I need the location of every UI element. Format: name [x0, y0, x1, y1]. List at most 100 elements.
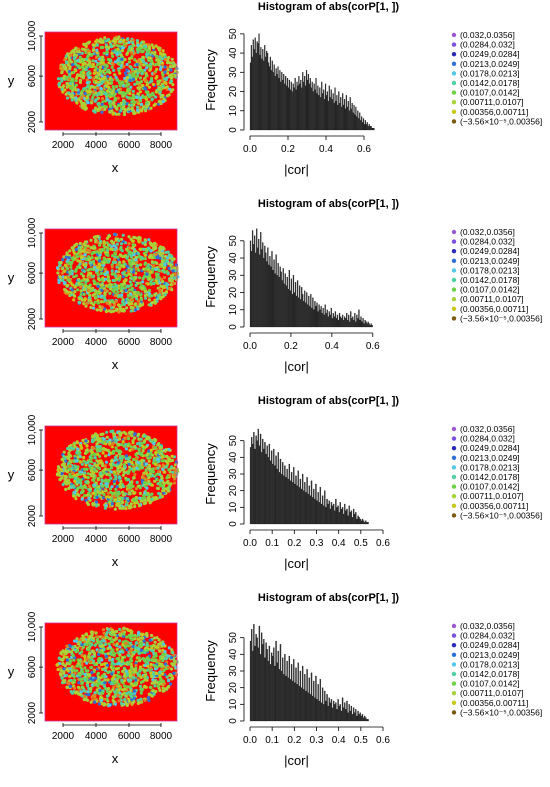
hist-bar: [333, 93, 334, 130]
map-spot: [119, 450, 122, 453]
legend-swatch: [452, 456, 456, 460]
hist-bar: [266, 51, 267, 130]
hist-bar: [341, 318, 342, 327]
map-spot: [95, 642, 98, 645]
map-spot: [132, 271, 135, 274]
map-spot: [165, 460, 168, 463]
map-spot: [67, 682, 70, 685]
map-spot: [121, 300, 124, 303]
map-spot: [120, 294, 123, 297]
x-tick-label: 0.3: [310, 538, 324, 549]
map-spot: [124, 461, 127, 464]
map-spot: [93, 663, 96, 666]
map-spot: [103, 648, 106, 651]
map-spot: [106, 678, 109, 681]
hist-bar: [362, 519, 363, 524]
map-spot: [168, 267, 171, 270]
y-axis-title: y: [8, 270, 15, 285]
map-spot: [98, 460, 101, 463]
hist-bar: [353, 509, 354, 524]
map-spot: [87, 638, 90, 641]
map-spot: [160, 263, 163, 266]
map-spot: [138, 652, 141, 655]
legend-swatch: [452, 436, 456, 440]
hist-bar: [310, 294, 311, 327]
legend-label: (−3.56×10⁻⁵,0.00356]: [460, 313, 542, 323]
map-spot: [73, 490, 76, 493]
map-spot: [87, 255, 90, 258]
map-spot: [132, 476, 135, 479]
map-spot: [118, 639, 121, 642]
map-spot: [106, 647, 109, 650]
map-spot: [60, 70, 63, 73]
map-spot: [114, 475, 117, 478]
map-spot: [141, 256, 144, 259]
map-spot: [118, 645, 121, 648]
map-spot: [133, 689, 136, 692]
hist-bar: [284, 284, 285, 327]
map-spot: [132, 95, 135, 98]
map-spot: [150, 449, 153, 452]
map-spot: [144, 238, 147, 241]
map-spot: [125, 642, 128, 645]
map-spot: [122, 468, 125, 471]
map-spot: [165, 481, 168, 484]
hist-bar: [298, 86, 299, 130]
map-spot: [153, 104, 156, 107]
map-spot: [136, 109, 139, 112]
x-axis-title: |cor|: [284, 556, 309, 571]
map-spot: [80, 686, 83, 689]
y-tick-label: 40: [228, 47, 239, 59]
map-spot: [115, 237, 118, 240]
map-spot: [71, 63, 74, 66]
map-spot: [154, 268, 157, 271]
map-spot: [95, 459, 98, 462]
map-spot: [107, 628, 110, 631]
map-spot: [113, 470, 116, 473]
map-spot: [104, 448, 107, 451]
map-spot: [103, 468, 106, 471]
map-spot: [163, 71, 166, 74]
map-spot: [158, 269, 161, 272]
map-spot: [172, 282, 175, 285]
map-spot: [110, 459, 113, 462]
map-spot: [104, 675, 107, 678]
hist-bar: [326, 95, 327, 130]
map-spot: [89, 466, 92, 469]
map-spot: [92, 86, 95, 89]
map-spot: [134, 302, 137, 305]
map-spot: [158, 257, 161, 260]
map-spot: [164, 58, 167, 61]
hist-bar: [317, 93, 318, 130]
map-spot: [94, 683, 97, 686]
hist-bar: [316, 78, 317, 130]
map-spot: [163, 266, 166, 269]
legend-label: (0.0178,0.0213]: [460, 265, 520, 275]
map-spot: [152, 655, 155, 658]
hist-bar: [292, 92, 293, 130]
legend-label: (0.0249,0.0284]: [460, 246, 520, 256]
map-spot: [127, 41, 130, 44]
map-spot: [114, 99, 117, 102]
map-spot: [63, 77, 66, 80]
map-spot: [161, 62, 164, 65]
map-spot: [160, 663, 163, 666]
map-spot: [148, 289, 151, 292]
map-spot: [161, 653, 164, 656]
map-spot: [137, 433, 140, 436]
hist-bar: [328, 504, 329, 524]
map-spot: [119, 650, 122, 653]
hist-bar: [336, 95, 337, 130]
map-spot: [100, 658, 103, 661]
map-spot: [132, 634, 135, 637]
hist-bar: [333, 504, 334, 524]
hist-bar: [300, 299, 301, 327]
map-spot: [74, 60, 77, 63]
map-spot: [163, 65, 166, 68]
hist-bar: [317, 501, 318, 524]
map-spot: [168, 646, 171, 649]
hist-bar: [277, 469, 278, 524]
map-spot: [127, 108, 130, 111]
hist-bar: [303, 491, 304, 524]
